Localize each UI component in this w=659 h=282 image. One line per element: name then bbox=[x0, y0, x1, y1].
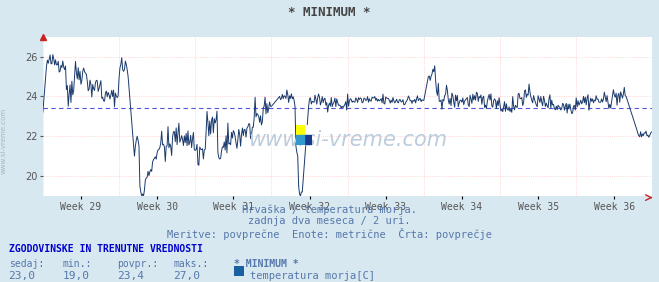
Text: ZGODOVINSKE IN TRENUTNE VREDNOSTI: ZGODOVINSKE IN TRENUTNE VREDNOSTI bbox=[9, 244, 202, 254]
Text: min.:: min.: bbox=[63, 259, 92, 268]
Text: * MINIMUM *: * MINIMUM * bbox=[288, 6, 371, 19]
Text: * MINIMUM *: * MINIMUM * bbox=[234, 259, 299, 268]
Text: www.si-vreme.com: www.si-vreme.com bbox=[248, 130, 447, 150]
Text: povpr.:: povpr.: bbox=[117, 259, 158, 268]
Text: 27,0: 27,0 bbox=[173, 271, 200, 281]
Text: sedaj:: sedaj: bbox=[9, 259, 43, 268]
Bar bbox=[304, 135, 312, 145]
Text: maks.:: maks.: bbox=[173, 259, 208, 268]
Text: Hrvaška / temperatura morja.: Hrvaška / temperatura morja. bbox=[242, 204, 417, 215]
Text: 23,4: 23,4 bbox=[117, 271, 144, 281]
Text: 19,0: 19,0 bbox=[63, 271, 90, 281]
Text: Meritve: povprečne  Enote: metrične  Črta: povprečje: Meritve: povprečne Enote: metrične Črta:… bbox=[167, 228, 492, 240]
Text: temperatura morja[C]: temperatura morja[C] bbox=[250, 271, 375, 281]
Text: www.si-vreme.com: www.si-vreme.com bbox=[1, 108, 7, 174]
Bar bbox=[296, 125, 304, 135]
Bar bbox=[296, 135, 304, 145]
Text: zadnja dva meseca / 2 uri.: zadnja dva meseca / 2 uri. bbox=[248, 216, 411, 226]
Text: 23,0: 23,0 bbox=[9, 271, 36, 281]
